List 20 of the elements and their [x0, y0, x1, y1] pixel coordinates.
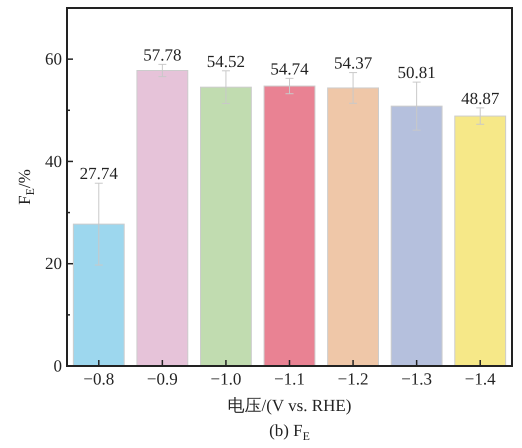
x-tick-label: −0.9 [146, 369, 178, 388]
data-label: 54.74 [270, 59, 310, 78]
y-tick-label: 20 [45, 254, 62, 274]
data-label: 48.87 [461, 88, 500, 108]
data-label: 57.78 [143, 45, 182, 64]
data-label: 50.81 [398, 63, 436, 82]
x-tick-label: −1.0 [210, 369, 242, 388]
x-tick-label: −1.2 [338, 369, 368, 388]
x-axis-title: 电压/(V vs. RHE) [228, 396, 352, 415]
data-label: 54.37 [334, 54, 373, 73]
x-tick-label: −1.3 [401, 369, 432, 388]
data-label: 27.74 [80, 164, 118, 184]
y-tick-label: 0 [54, 356, 62, 376]
text: (b) F$_{E}$ [269, 421, 310, 443]
y-tick-label: 60 [45, 50, 62, 69]
x-tick-label: −1.4 [464, 369, 496, 388]
x-tick-label: −1.1 [274, 369, 305, 388]
x-tick-label: −0.8 [83, 369, 114, 388]
data-label: 54.52 [206, 52, 246, 71]
y-tick-label: 40 [45, 152, 62, 171]
